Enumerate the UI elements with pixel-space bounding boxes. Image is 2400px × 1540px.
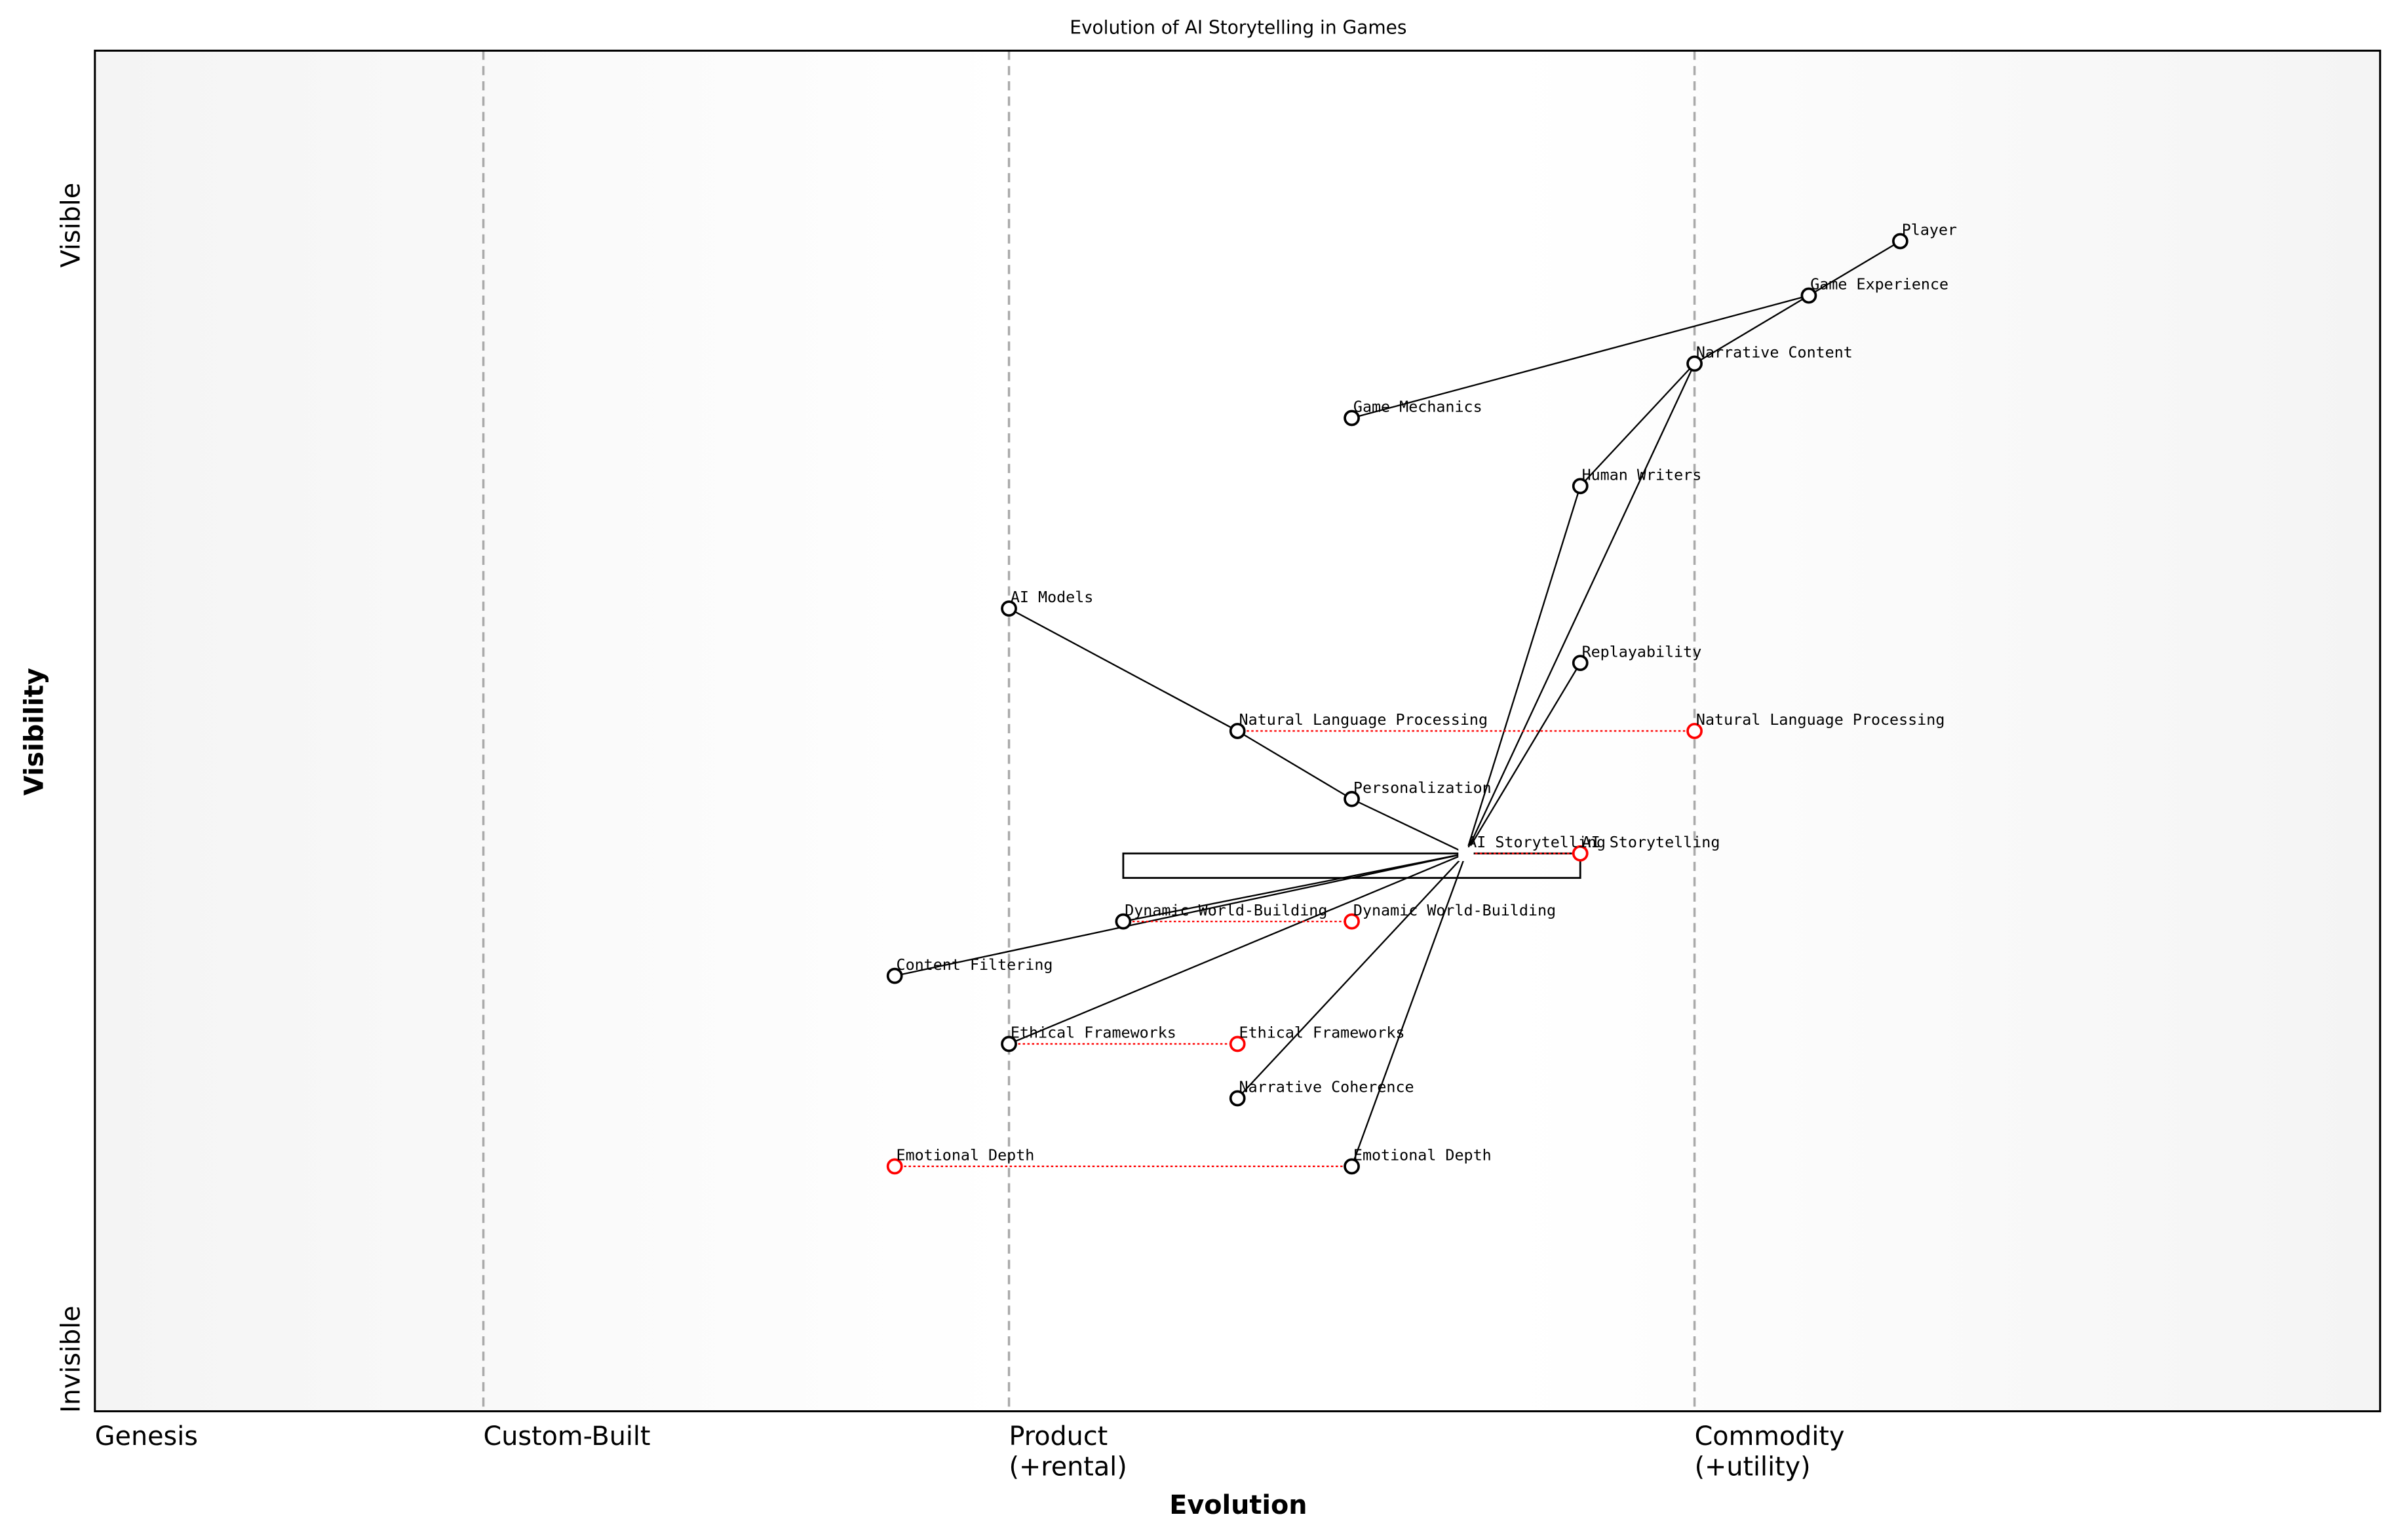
dependency-link bbox=[1694, 295, 1810, 364]
component-label: Natural Language Processing bbox=[1239, 710, 1488, 729]
component-marker bbox=[1892, 233, 1908, 250]
component-label: Narrative Content bbox=[1696, 343, 1853, 362]
evolved-component-label: Natural Language Processing bbox=[1696, 710, 1945, 729]
evolved-component-marker bbox=[1686, 723, 1703, 739]
stage-label-genesis: Genesis bbox=[95, 1421, 198, 1452]
component-marker bbox=[1229, 1090, 1246, 1107]
component-marker bbox=[1458, 845, 1474, 861]
map-title: Evolution of AI Storytelling in Games bbox=[1070, 17, 1406, 39]
stage-label-line: Product bbox=[1009, 1421, 1108, 1452]
dependency-link bbox=[1237, 730, 1353, 800]
component-marker bbox=[1344, 790, 1360, 807]
evolved-component-label: AI Storytelling bbox=[1582, 833, 1720, 851]
stage-label-line: Genesis bbox=[95, 1421, 198, 1452]
component-label: Content Filtering bbox=[897, 955, 1053, 974]
dependency-link bbox=[1465, 663, 1581, 854]
component-label: Player bbox=[1902, 221, 1957, 239]
component-marker bbox=[1800, 287, 1817, 304]
component-label: AI Storytelling bbox=[1467, 833, 1606, 851]
component-marker bbox=[1344, 1158, 1360, 1175]
dependency-link bbox=[1351, 853, 1467, 1167]
stage-label-line: Custom-Built bbox=[484, 1421, 651, 1452]
component-label: Human Writers bbox=[1582, 465, 1702, 484]
component-marker bbox=[1229, 723, 1246, 739]
component-marker bbox=[886, 967, 903, 984]
component-marker bbox=[1001, 600, 1017, 617]
dependency-link bbox=[1008, 607, 1238, 732]
evolved-component-label: Ethical Frameworks bbox=[1239, 1024, 1405, 1042]
evolved-component-label: Dynamic World-Building bbox=[1353, 901, 1556, 919]
component-marker bbox=[1001, 1035, 1017, 1052]
component-marker bbox=[1572, 655, 1589, 672]
component-label: Dynamic World-Building bbox=[1125, 901, 1327, 919]
component-label: Personalization bbox=[1353, 779, 1492, 797]
plot-frame bbox=[94, 49, 2382, 1413]
y-axis-top-label: Visible bbox=[56, 183, 86, 268]
evolved-component-marker bbox=[886, 1158, 903, 1175]
component-marker bbox=[1115, 913, 1132, 930]
component-marker bbox=[1572, 478, 1589, 495]
component-label: Replayability bbox=[1582, 642, 1702, 661]
dependency-link bbox=[894, 853, 1467, 977]
dependency-link bbox=[1465, 486, 1581, 854]
component-label: AI Models bbox=[1011, 588, 1093, 606]
component-label: Narrative Coherence bbox=[1239, 1078, 1414, 1096]
x-axis-label: Evolution bbox=[1169, 1490, 1307, 1520]
component-label: Game Experience bbox=[1810, 275, 1948, 294]
component-marker bbox=[1686, 355, 1703, 372]
dependency-link bbox=[1123, 853, 1467, 923]
y-axis-label: Visibility bbox=[19, 668, 49, 796]
component-label: Game Mechanics bbox=[1353, 398, 1482, 416]
component-label: Ethical Frameworks bbox=[1011, 1024, 1176, 1042]
stage-label-line: (+utility) bbox=[1695, 1452, 1811, 1482]
component-label: Emotional Depth bbox=[1353, 1145, 1492, 1164]
stage-label-custom-built: Custom-Built bbox=[484, 1421, 651, 1452]
stage-label-product: Product (+rental) bbox=[1009, 1421, 1127, 1482]
dependency-link bbox=[1808, 241, 1901, 297]
evolved-component-marker bbox=[1344, 913, 1360, 930]
y-axis-bottom-label: Invisible bbox=[56, 1305, 86, 1413]
evolved-component-marker bbox=[1572, 845, 1589, 862]
component-marker bbox=[1344, 410, 1360, 427]
dependency-link bbox=[1465, 363, 1695, 854]
dependency-link bbox=[1351, 294, 1810, 419]
stage-label-commodity: Commodity (+utility) bbox=[1695, 1421, 1845, 1482]
dependency-link bbox=[1351, 798, 1467, 855]
evolved-component-label: Emotional Depth bbox=[897, 1145, 1035, 1164]
evolved-component-marker bbox=[1229, 1035, 1246, 1052]
dependency-link bbox=[1579, 363, 1695, 487]
stage-label-line: Commodity bbox=[1695, 1421, 1845, 1452]
stage-label-line: (+rental) bbox=[1009, 1452, 1127, 1482]
dependency-link bbox=[1237, 853, 1467, 1099]
dependency-link bbox=[1009, 853, 1467, 1045]
